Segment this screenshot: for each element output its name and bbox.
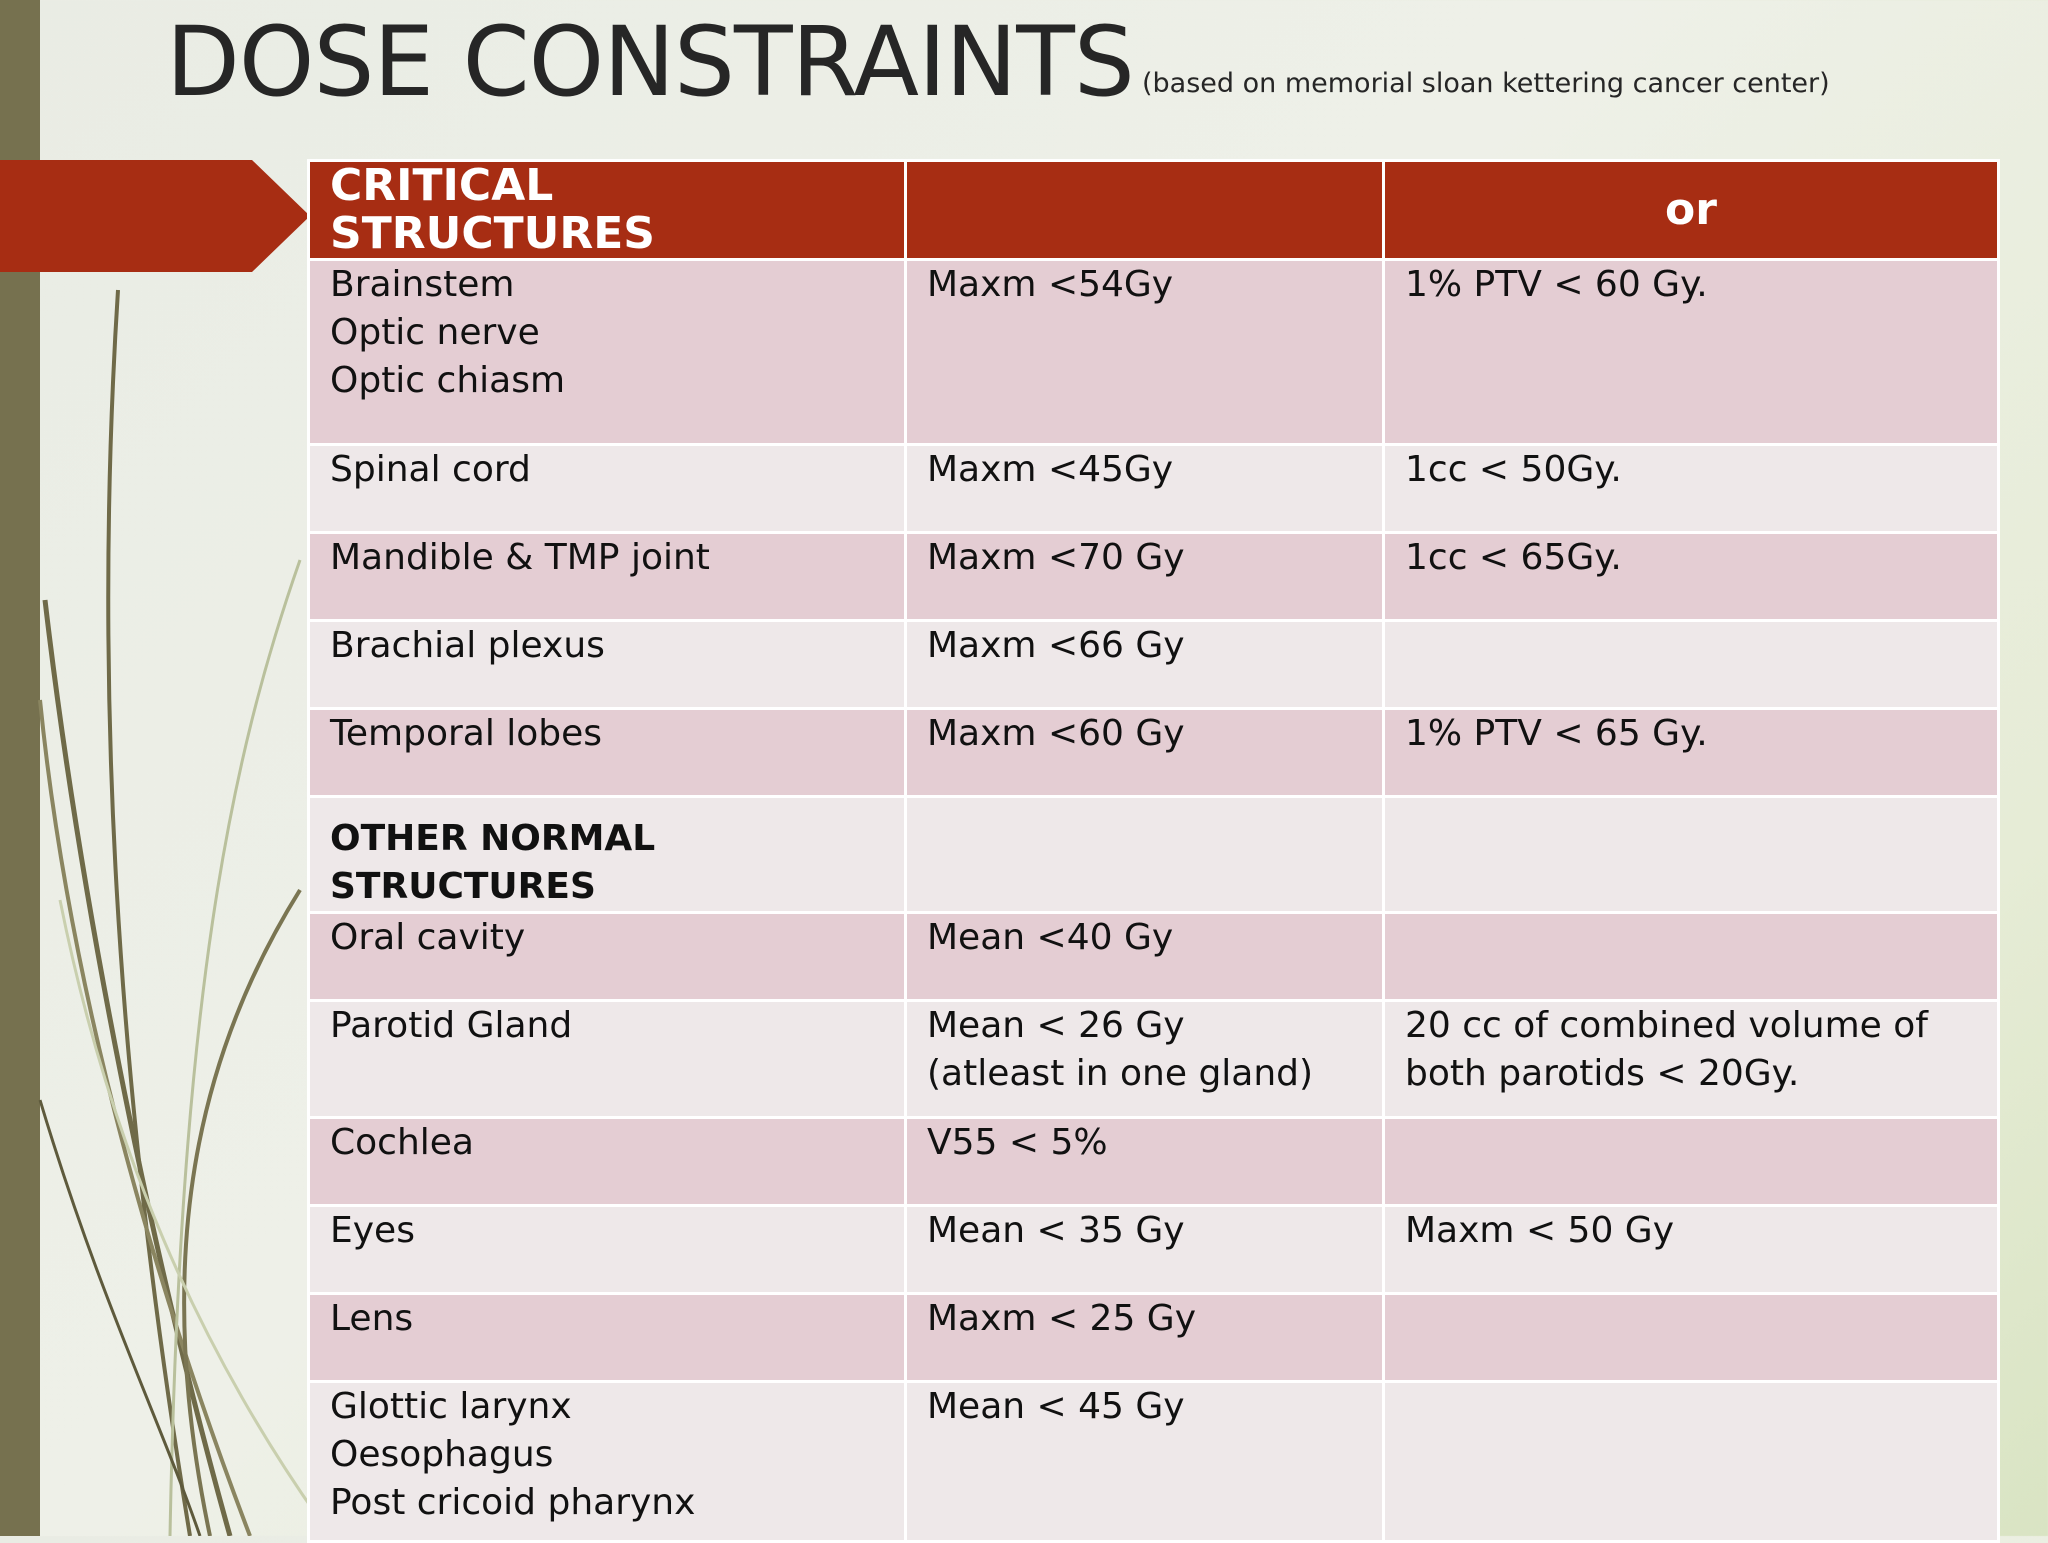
limit-label: Maxm <60 Gy — [927, 713, 1185, 754]
structure-cell: Spinal cord — [307, 443, 907, 534]
structure-label: Parotid Gland — [330, 1005, 573, 1046]
alt-cell: 1cc < 65Gy. — [1382, 531, 2000, 622]
limit-label: (atleast in one gland) — [927, 1053, 1314, 1094]
structure-cell: Glottic larynx Oesophagus Post cricoid p… — [307, 1380, 907, 1543]
page-title: DOSE CONSTRAINTS — [166, 6, 1135, 118]
alt-label: 20 cc of combined volume of — [1405, 1005, 1928, 1046]
alt-cell — [1382, 911, 2000, 1002]
limit-label: Mean < 45 Gy — [927, 1386, 1185, 1427]
table-row: Glottic larynx Oesophagus Post cricoid p… — [307, 1380, 2000, 1543]
limit-cell: Maxm < 25 Gy — [904, 1292, 1385, 1383]
limit-cell: Mean < 26 Gy (atleast in one gland) — [904, 999, 1385, 1119]
limit-label: Maxm <70 Gy — [927, 537, 1185, 578]
alt-label: both parotids < 20Gy. — [1405, 1053, 1800, 1094]
structure-label: Cochlea — [330, 1122, 474, 1163]
limit-cell: Mean < 35 Gy — [904, 1204, 1385, 1295]
limit-label: Maxm <45Gy — [927, 449, 1174, 490]
table-row: Cochlea V55 < 5% — [307, 1116, 2000, 1207]
limit-cell: Mean < 45 Gy — [904, 1380, 1385, 1543]
table-row: Spinal cord Maxm <45Gy 1cc < 50Gy. — [307, 443, 2000, 534]
title-arrow-tab — [0, 160, 310, 272]
structure-label: Optic nerve — [330, 312, 540, 353]
alt-cell: Maxm < 50 Gy — [1382, 1204, 2000, 1295]
alt-cell: 1% PTV < 60 Gy. — [1382, 258, 2000, 446]
structure-cell: Brachial plexus — [307, 619, 907, 710]
limit-label: Maxm <66 Gy — [927, 625, 1185, 666]
structure-label: Optic chiasm — [330, 360, 566, 401]
table-row: Brainstem Optic nerve Optic chiasm Maxm … — [307, 258, 2000, 446]
structure-cell: Temporal lobes — [307, 707, 907, 798]
dose-constraints-table: CRITICAL STRUCTURES or Brainstem Optic n… — [307, 159, 2000, 1543]
table-row: Mandible & TMP joint Maxm <70 Gy 1cc < 6… — [307, 531, 2000, 622]
structure-label: Spinal cord — [330, 449, 531, 490]
structure-label: Eyes — [330, 1210, 415, 1251]
structure-label: Brainstem — [330, 264, 515, 305]
alt-cell — [1382, 1380, 2000, 1543]
limit-label: Mean <40 Gy — [927, 917, 1174, 958]
limit-cell — [904, 795, 1385, 914]
table-row: Temporal lobes Maxm <60 Gy 1% PTV < 65 G… — [307, 707, 2000, 798]
alt-label: Maxm < 50 Gy — [1405, 1210, 1674, 1251]
limit-cell: Maxm <45Gy — [904, 443, 1385, 534]
alt-cell: 1cc < 50Gy. — [1382, 443, 2000, 534]
limit-label: Maxm <54Gy — [927, 264, 1174, 305]
alt-cell — [1382, 1116, 2000, 1207]
section-heading-cell: OTHER NORMAL STRUCTURES — [307, 795, 907, 914]
limit-label: Maxm < 25 Gy — [927, 1298, 1196, 1339]
section-heading: OTHER NORMAL — [330, 818, 656, 859]
alt-cell — [1382, 1292, 2000, 1383]
limit-cell: Maxm <66 Gy — [904, 619, 1385, 710]
structure-cell: Eyes — [307, 1204, 907, 1295]
structure-cell: Cochlea — [307, 1116, 907, 1207]
table-row: Eyes Mean < 35 Gy Maxm < 50 Gy — [307, 1204, 2000, 1295]
alt-label: 1cc < 65Gy. — [1405, 537, 1622, 578]
alt-label: 1% PTV < 60 Gy. — [1405, 264, 1708, 305]
header-critical-structures: CRITICAL STRUCTURES — [307, 159, 907, 261]
structure-cell: Parotid Gland — [307, 999, 907, 1119]
page-subtitle: (based on memorial sloan kettering cance… — [1142, 68, 1830, 99]
structure-label: Post cricoid pharynx — [330, 1482, 696, 1523]
structure-label: Brachial plexus — [330, 625, 605, 666]
limit-label: Mean < 35 Gy — [927, 1210, 1185, 1251]
alt-label: 1% PTV < 65 Gy. — [1405, 713, 1708, 754]
limit-cell: Maxm <54Gy — [904, 258, 1385, 446]
alt-cell: 1% PTV < 65 Gy. — [1382, 707, 2000, 798]
table-row: Oral cavity Mean <40 Gy — [307, 911, 2000, 1002]
table-header-row: CRITICAL STRUCTURES or — [307, 159, 2000, 261]
limit-cell: Maxm <70 Gy — [904, 531, 1385, 622]
limit-cell: Maxm <60 Gy — [904, 707, 1385, 798]
structure-label: Temporal lobes — [330, 713, 603, 754]
structure-cell: Mandible & TMP joint — [307, 531, 907, 622]
table-row: Brachial plexus Maxm <66 Gy — [307, 619, 2000, 710]
limit-label: Mean < 26 Gy — [927, 1005, 1185, 1046]
structure-label: Oesophagus — [330, 1434, 554, 1475]
alt-label: 1cc < 50Gy. — [1405, 449, 1622, 490]
structure-cell: Oral cavity — [307, 911, 907, 1002]
structure-cell: Brainstem Optic nerve Optic chiasm — [307, 258, 907, 446]
structure-label: Lens — [330, 1298, 414, 1339]
structure-cell: Lens — [307, 1292, 907, 1383]
limit-label: V55 < 5% — [927, 1122, 1108, 1163]
section-row: OTHER NORMAL STRUCTURES — [307, 795, 2000, 914]
alt-cell — [1382, 795, 2000, 914]
structure-label: Mandible & TMP joint — [330, 537, 710, 578]
decorative-grass-lines — [38, 289, 320, 1536]
alt-cell — [1382, 619, 2000, 710]
table-row: Parotid Gland Mean < 26 Gy (atleast in o… — [307, 999, 2000, 1119]
alt-cell: 20 cc of combined volume of both parotid… — [1382, 999, 2000, 1119]
section-heading: STRUCTURES — [330, 866, 596, 907]
limit-cell: V55 < 5% — [904, 1116, 1385, 1207]
structure-label: Oral cavity — [330, 917, 526, 958]
header-or: or — [1382, 159, 2000, 261]
table-row: Lens Maxm < 25 Gy — [307, 1292, 2000, 1383]
header-dose-limit — [904, 159, 1385, 261]
limit-cell: Mean <40 Gy — [904, 911, 1385, 1002]
structure-label: Glottic larynx — [330, 1386, 572, 1427]
